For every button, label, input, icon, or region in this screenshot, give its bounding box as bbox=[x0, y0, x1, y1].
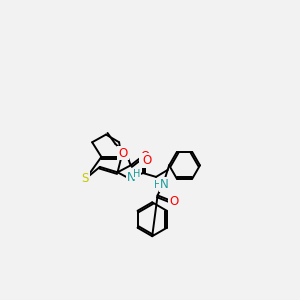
Text: H: H bbox=[154, 180, 161, 190]
Text: N: N bbox=[160, 178, 169, 191]
Text: O: O bbox=[118, 146, 128, 160]
Text: O: O bbox=[169, 195, 178, 208]
Text: O: O bbox=[140, 150, 149, 163]
Text: H: H bbox=[133, 169, 140, 179]
Text: N: N bbox=[127, 171, 136, 184]
Text: S: S bbox=[82, 172, 89, 185]
Text: O: O bbox=[142, 154, 152, 167]
